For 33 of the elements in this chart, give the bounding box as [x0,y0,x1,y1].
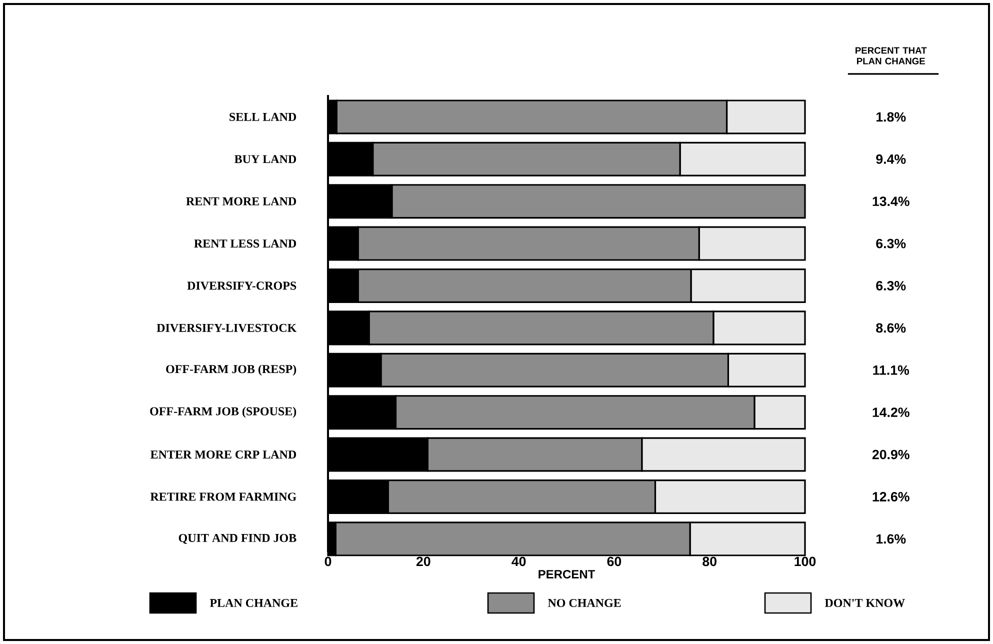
y-tick-label: DIVERSIFY-CROPS [187,282,296,290]
y-tick-label: SELL LAND [230,112,296,121]
data-label: 20.9% [872,450,910,460]
x-tick-label: 40 [512,556,526,566]
y-tick-label: DIVERSIFY-LIVESTOCK [156,324,297,332]
y-tick-label: ENTER MORE CRP LAND [150,450,296,459]
y-tick-label: OFF-FARM JOB (SPOUSE) [150,406,296,418]
x-axis-title: PERCENT [538,570,596,578]
data-label: 11.1% [873,365,910,375]
legend-label: PLAN CHANGE [210,598,298,608]
data-label: 9.4% [876,154,906,164]
text: PERCENT THAT PLAN CHANGE [856,47,927,64]
y-tick-label: RENT MORE LAND [186,197,296,206]
y-tick-label: BUY LAND [234,155,296,164]
data-label: 14.2% [872,408,910,418]
data-label: 8.6% [876,323,906,333]
y-tick-label: RETIRE FROM FARMING [150,492,296,501]
y-tick-label: RENT LESS LAND [194,240,296,248]
x-tick-label: 0 [324,556,332,566]
data-label: 1.8% [876,112,906,122]
data-label: 12.6% [872,492,910,502]
legend-label: DON'T KNOW [824,598,905,608]
x-tick-label: 80 [702,556,716,566]
legend-label: NO CHANGE [548,598,621,608]
x-tick-label: 100 [794,556,816,566]
x-tick-label: 60 [607,556,622,566]
data-label: 6.3% [876,281,906,290]
y-tick-label: OFF-FARM JOB (RESP) [166,364,296,376]
data-label: 13.4% [872,196,910,206]
y-tick-label: QUIT AND FIND JOB [178,534,296,544]
data-label: 6.3% [876,238,906,248]
x-tick-label: 20 [416,556,430,566]
data-label: 1.6% [876,534,906,544]
